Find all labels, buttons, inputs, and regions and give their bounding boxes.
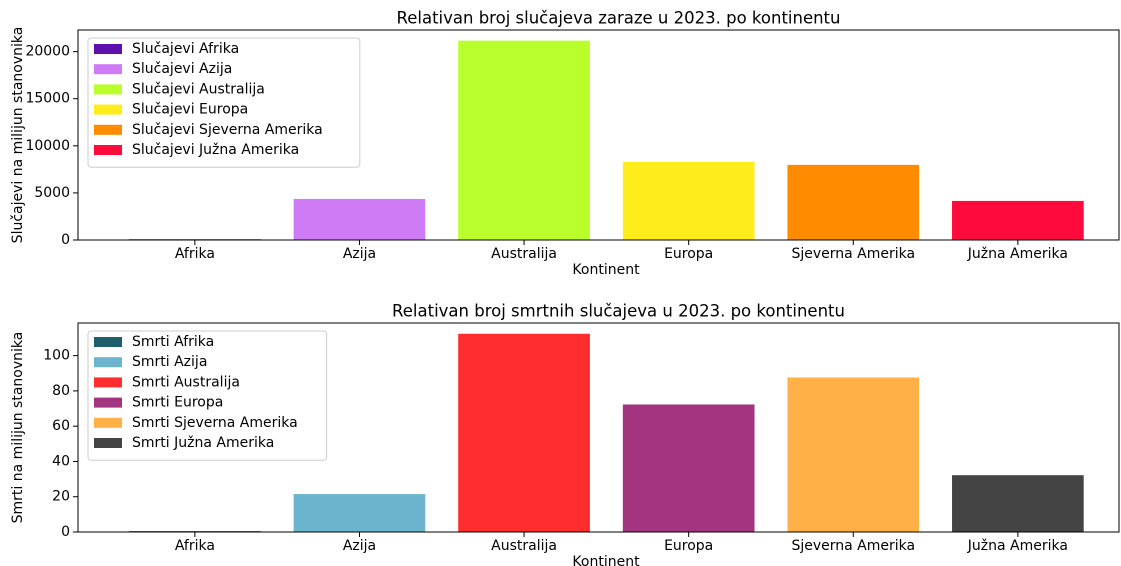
legend-swatch <box>94 357 122 368</box>
legend-label: Slučajevi Australija <box>132 81 265 97</box>
legend-swatch <box>94 124 122 135</box>
bar <box>952 475 1084 532</box>
x-tick-label: Afrika <box>175 246 215 262</box>
chart-title: Relativan broj smrtnih slučajeva u 2023.… <box>392 302 845 321</box>
x-tick-label: Australija <box>491 538 557 554</box>
legend-swatch <box>94 377 122 388</box>
bar <box>293 198 426 240</box>
bar <box>458 333 590 532</box>
legend-box <box>87 330 328 461</box>
legend-swatch <box>94 44 122 54</box>
y-tick-label: 20 <box>52 489 70 505</box>
y-tick-label: 100 <box>43 348 70 364</box>
legend-swatch <box>94 397 122 408</box>
bar <box>952 200 1084 240</box>
legend-label: Smrti Južna Amerika <box>132 435 274 451</box>
y-tick-label: 0 <box>61 524 70 540</box>
legend-label: Smrti Sjeverna Amerika <box>132 415 298 431</box>
legend-swatch <box>94 438 122 448</box>
x-tick-label: Europa <box>664 246 713 262</box>
bar <box>787 377 920 532</box>
x-tick-label: Azija <box>343 246 376 262</box>
legend-swatch <box>94 84 122 95</box>
y-tick-label: 5000 <box>34 185 70 201</box>
x-tick-label: Afrika <box>175 538 215 554</box>
legend-label: Slučajevi Azija <box>132 61 232 77</box>
x-tick-label: Sjeverna Amerika <box>791 538 915 554</box>
legend-label: Smrti Azija <box>132 354 207 370</box>
legend-label: Slučajevi Sjeverna Amerika <box>132 122 323 138</box>
x-axis-label: Kontinent <box>572 262 640 278</box>
y-tick-label: 20000 <box>25 44 70 60</box>
legend-box <box>87 37 361 168</box>
legend-label: Smrti Afrika <box>132 334 214 350</box>
y-axis-label: Smrti na milijun stanovnika <box>10 332 26 524</box>
bar <box>622 404 755 532</box>
x-tick-label: Južna Amerika <box>967 246 1068 262</box>
y-tick-label: 60 <box>52 418 70 434</box>
x-axis-label: Kontinent <box>572 554 640 566</box>
legend-swatch <box>94 337 122 347</box>
bar <box>622 161 755 240</box>
axes-frame <box>77 29 1120 241</box>
axes-frame <box>77 322 1120 533</box>
chart-title: Relativan broj slučajeva zaraze u 2023. … <box>397 9 841 28</box>
x-tick-label: Australija <box>491 246 557 262</box>
bar <box>787 164 920 240</box>
legend-label: Slučajevi Južna Amerika <box>132 142 299 158</box>
y-tick-label: 80 <box>52 383 70 399</box>
x-tick-label: Sjeverna Amerika <box>791 246 915 262</box>
legend-swatch <box>94 104 122 115</box>
legend-label: Smrti Australija <box>132 374 240 390</box>
bar <box>293 494 426 532</box>
legend-label: Smrti Europa <box>132 395 223 411</box>
y-tick-label: 40 <box>52 453 70 469</box>
legend-label: Slučajevi Europa <box>132 102 248 118</box>
x-tick-label: Europa <box>664 538 713 554</box>
legend-label: Slučajevi Afrika <box>132 41 239 57</box>
y-tick-label: 10000 <box>25 138 70 154</box>
x-tick-label: Azija <box>343 538 376 554</box>
bar <box>458 40 590 241</box>
x-tick-label: Južna Amerika <box>967 538 1068 554</box>
legend-swatch <box>94 145 122 155</box>
legend-swatch <box>94 417 122 428</box>
legend-swatch <box>94 64 122 75</box>
y-axis-label: Slučajevi na milijun stanovnika <box>10 27 26 244</box>
y-tick-label: 0 <box>61 232 70 248</box>
y-tick-label: 15000 <box>25 91 70 107</box>
